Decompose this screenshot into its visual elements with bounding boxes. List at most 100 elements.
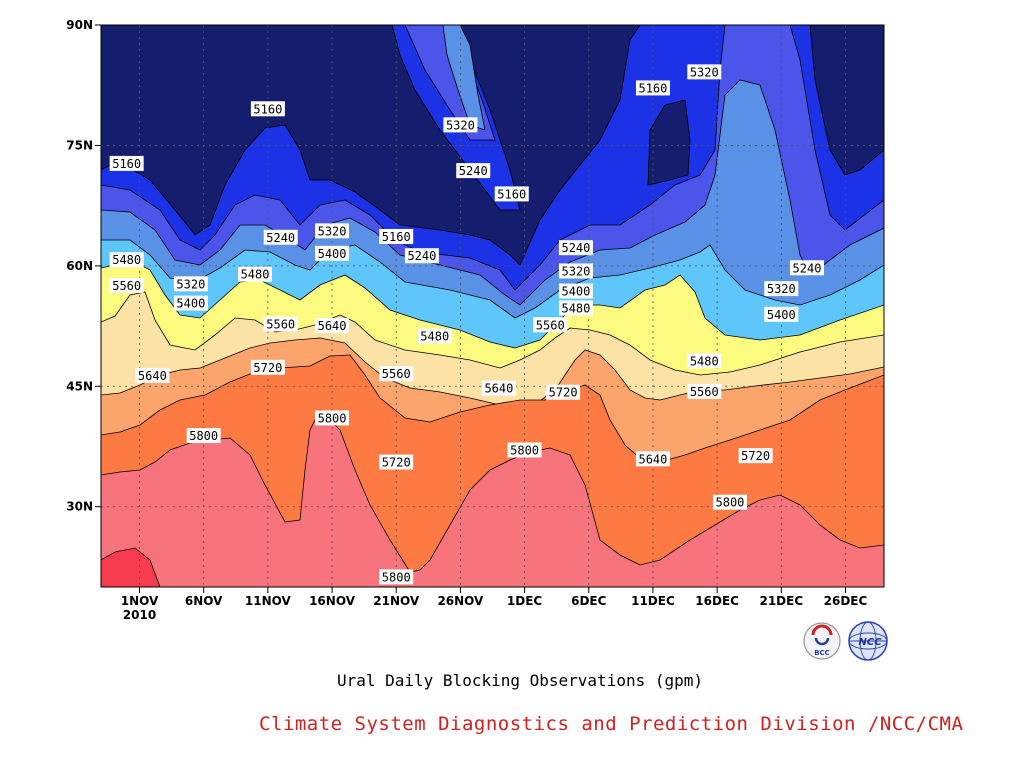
contour-label-text: 5640 [638,452,667,466]
contour-label-box [379,569,414,585]
x-tick-label: 6NOV [185,594,223,608]
contour-label-text: 5720 [382,456,411,470]
ncc-logo-text: NCC [858,637,882,648]
contour-label-text: 5480 [561,301,590,315]
contour-label-text: 5800 [716,496,745,510]
contour-label-5400: 5400 [764,306,799,322]
contour-label-text: 5320 [767,282,796,296]
contour-label-5480: 5480 [687,353,722,369]
contour-label-5320: 5320 [558,263,593,279]
contour-label-box [687,383,722,399]
contour-label-box [481,380,516,396]
band-above-5880 [101,547,161,587]
x-tick-label: 26DEC [824,594,868,608]
band-5320-5400-tongue [442,25,486,131]
contour-label-box [135,367,170,383]
credit-line: Climate System Diagnostics and Predictio… [259,713,964,735]
contour-label-5720: 5720 [379,454,414,470]
contour-label-5400: 5400 [173,295,208,311]
contour-label-box [417,328,452,344]
contour-label-text: 5800 [510,444,539,458]
bcc-logo-text: BCC [814,649,830,657]
contour-label-5800: 5800 [186,428,221,444]
contour-label-box [558,283,593,299]
contour-label-text: 5400 [176,297,205,311]
contour-label-box [173,295,208,311]
contour-label-text: 5240 [407,249,436,263]
x-tick-label: 11NOV [245,594,292,608]
contour-label-box [315,245,350,261]
contour-label-text: 5560 [536,318,565,332]
contour-label-text: 5560 [690,385,719,399]
contour-label-box [789,260,824,276]
ncc-logo: NCC [848,621,888,661]
y-tick-label: 30N [66,500,93,514]
contour-label-5480: 5480 [109,252,144,268]
chart-title: Ural Daily Blocking Observations (gpm) [336,671,704,690]
contour-label-text: 5400 [561,285,590,299]
contour-label-box [250,359,285,375]
x-tick-label: 1DEC [507,594,543,608]
band-5800-5880 [101,409,884,587]
contour-label-5640: 5640 [135,367,170,383]
y-tick-label: 45N [66,379,93,393]
contour-label-box [263,316,298,332]
contour-label-5560: 5560 [687,383,722,399]
contour-label-text: 5320 [690,65,719,79]
bcc-logo: BCC [803,622,841,660]
axes: 1NOV 6NOV 11NOV 16NOV 21NOV 26NOV 1DEC 6DEC 11DE… [66,18,867,622]
contour-label-5160: 5160 [379,228,414,244]
x-tick-label: 16NOV [309,594,356,608]
contour-label-text: 5480 [420,330,449,344]
contour-label-box [379,454,414,470]
contour-label-box [764,281,799,297]
contour-label-box [109,155,144,171]
contour-label-5560: 5560 [109,277,144,293]
contour-label-text: 5560 [382,367,411,381]
contour-label-box [238,266,273,282]
contour-label-text: 5560 [266,317,295,331]
contour-label-text: 5160 [638,81,667,95]
contour-label-5720: 5720 [738,448,773,464]
contour-label-box [533,317,568,333]
contour-label-5640: 5640 [481,380,516,396]
contour-label-text: 5720 [253,361,282,375]
contour-label-box [558,263,593,279]
contour-label-text: 5160 [382,230,411,244]
contour-label-text: 5640 [138,369,167,383]
contour-label-box [507,442,542,458]
band-below-5160-hole [647,99,691,186]
y-tick-label: 90N [66,18,93,32]
contour-label-text: 5160 [253,102,282,116]
contour-label-box [379,228,414,244]
contour-label-text: 5400 [318,247,347,261]
contour-label-5800: 5800 [507,442,542,458]
contour-label-box [558,240,593,256]
contour-label-text: 5320 [561,264,590,278]
x-tick-label: 21NOV [373,594,420,608]
contour-label-5800: 5800 [712,494,747,510]
x-tick-label: 6DEC [571,594,607,608]
contour-label-text: 5640 [484,382,513,396]
y-tick-label: 75N [66,138,93,152]
contour-label-5320: 5320 [315,223,350,239]
contour-label-5320: 5320 [173,276,208,292]
contour-label-box [456,163,491,179]
x-tick-label: 26NOV [437,594,484,608]
contour-label-text: 5800 [382,570,411,584]
contour-label-5560: 5560 [379,366,414,382]
x-year-label: 2010 [123,608,156,622]
contour-label-box [263,229,298,245]
contour-label-5400: 5400 [558,283,593,299]
contour-label-box [109,252,144,268]
contour-label-text: 5560 [112,279,141,293]
contour-label-box [635,80,670,96]
contour-label-5240: 5240 [558,240,593,256]
contour-label-text: 5480 [241,268,270,282]
contour-label-text: 5800 [318,411,347,425]
contour-label-5160: 5160 [494,186,529,202]
contour-label-5640: 5640 [315,318,350,334]
contour-label-5240: 5240 [404,248,439,263]
contour-label-box [315,410,350,426]
contour-label-text: 5480 [690,354,719,368]
